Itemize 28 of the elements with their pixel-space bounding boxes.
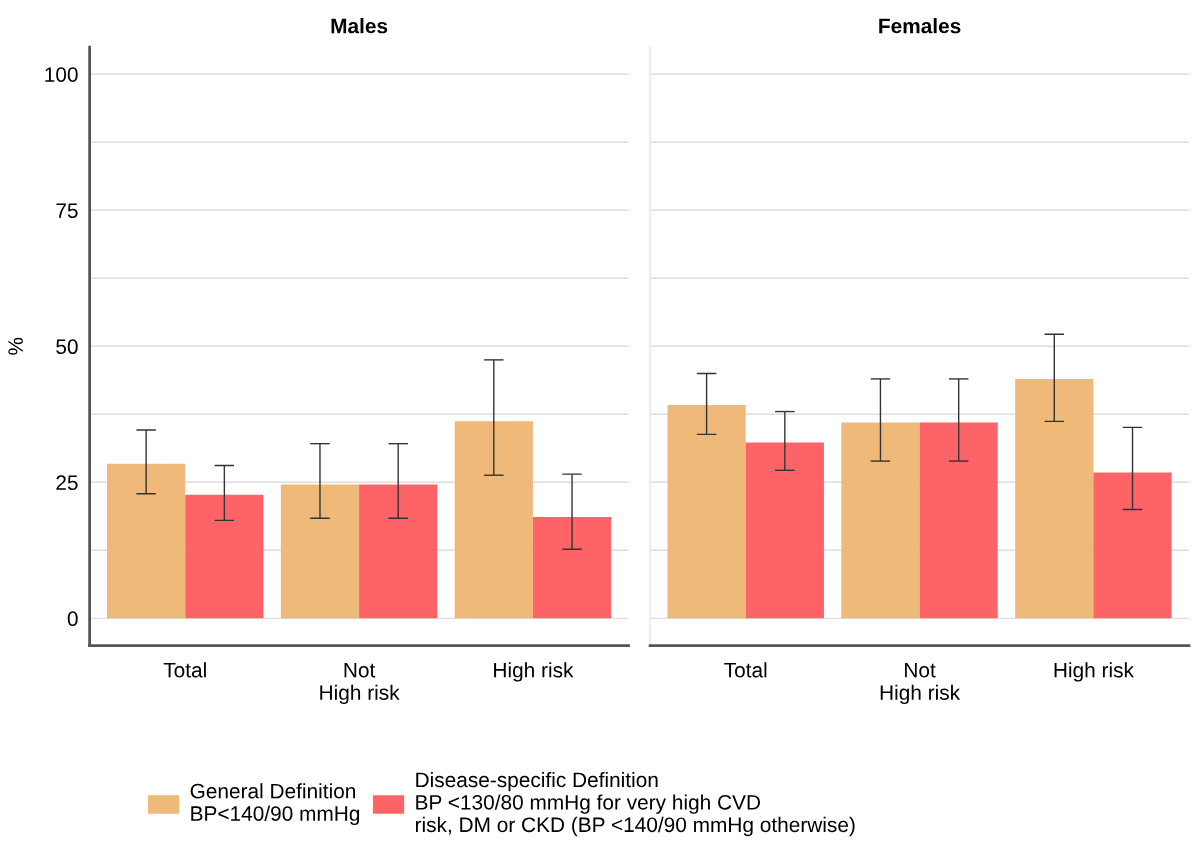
x-tick-label: Not High risk (880, 662, 961, 705)
y-tick-label: 50 (56, 339, 78, 355)
chart-title: Males (331, 18, 388, 34)
bar (185, 494, 264, 619)
bar (667, 405, 746, 619)
legend-label: Disease-specific Definition BP <130/80 mmHg for very high CVD risk, DM or CKD (BP <140/90 mmHg otherwise) (415, 771, 855, 837)
y-axis-title: % (8, 337, 23, 355)
bar (532, 517, 612, 619)
x-tick-label: High risk (1054, 662, 1134, 682)
y-tick-label: 25 (56, 475, 78, 491)
x-tick-label: Total (163, 662, 206, 678)
y-tick-label: 0 (67, 611, 78, 627)
bar (1015, 378, 1094, 619)
bar (1093, 472, 1172, 619)
x-tick-label: High risk (494, 662, 574, 682)
bar (280, 484, 360, 619)
bar (107, 463, 186, 619)
bar (841, 422, 920, 619)
chart-title: Females (879, 18, 961, 34)
bar (454, 421, 533, 619)
x-tick-label: Total (724, 662, 767, 678)
legend-label: General Definition BP<140/90 mmHg (190, 783, 360, 826)
x-tick-label: Not High risk (320, 662, 400, 705)
bar (745, 442, 824, 619)
bar (359, 484, 438, 619)
bar (919, 422, 998, 619)
y-tick-label: 100 (45, 67, 78, 82)
y-tick-label: 75 (56, 203, 78, 219)
